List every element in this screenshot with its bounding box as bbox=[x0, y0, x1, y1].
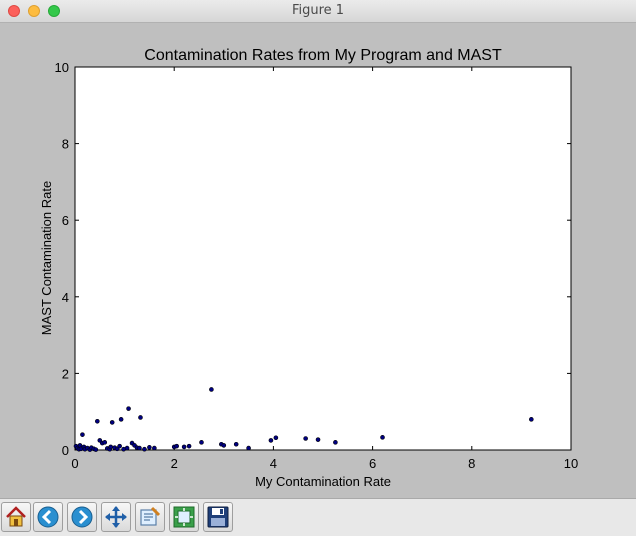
y-tick-label: 0 bbox=[62, 443, 69, 458]
axes-frame bbox=[74, 66, 572, 451]
scatter-point bbox=[273, 435, 279, 441]
scatter-point bbox=[80, 432, 85, 437]
scatter-point bbox=[117, 443, 122, 449]
scatter-point bbox=[303, 436, 308, 441]
subplots-button[interactable] bbox=[169, 502, 199, 532]
y-axis-label: MAST Contamination Rate bbox=[39, 181, 54, 335]
x-axis-label: My Contamination Rate bbox=[255, 474, 391, 489]
x-tick-label: 0 bbox=[71, 456, 78, 471]
scatter-point bbox=[268, 438, 274, 443]
scatter-point bbox=[181, 444, 187, 450]
y-tick-label: 4 bbox=[62, 290, 69, 305]
scatter-point bbox=[109, 420, 115, 425]
y-tick-label: 10 bbox=[55, 60, 69, 75]
scatter-point bbox=[152, 445, 157, 451]
scatter-point bbox=[209, 387, 214, 392]
scatter-point bbox=[137, 445, 142, 451]
close-window-button[interactable] bbox=[8, 5, 20, 17]
x-tick-label: 6 bbox=[369, 456, 376, 471]
home-button[interactable] bbox=[1, 502, 31, 532]
scatter-point bbox=[95, 418, 100, 424]
scatter-point bbox=[138, 415, 143, 420]
back-icon bbox=[37, 506, 59, 528]
window-title: Figure 1 bbox=[291, 3, 345, 18]
y-tick-label: 2 bbox=[62, 366, 69, 381]
save-button[interactable] bbox=[203, 502, 233, 532]
scatter-points bbox=[73, 387, 534, 452]
scatter-point bbox=[124, 445, 130, 451]
scatter-point bbox=[174, 443, 179, 449]
forward-icon bbox=[71, 506, 93, 528]
scatter-point bbox=[246, 445, 251, 451]
minimize-window-button[interactable] bbox=[28, 5, 40, 17]
home-icon bbox=[6, 506, 26, 527]
scatter-point bbox=[186, 443, 192, 449]
scatter-point bbox=[221, 443, 227, 448]
x-tick-label: 8 bbox=[468, 456, 475, 471]
zoom-rect-icon bbox=[140, 506, 161, 526]
zoom-rect-button[interactable] bbox=[135, 502, 165, 532]
back-button[interactable] bbox=[33, 502, 63, 532]
scatter-point bbox=[108, 444, 114, 450]
scatter-point bbox=[102, 440, 108, 445]
x-tick-label: 10 bbox=[564, 456, 578, 471]
scatter-point bbox=[529, 417, 534, 422]
y-tick-label: 8 bbox=[62, 137, 69, 152]
toolbar bbox=[0, 498, 636, 536]
scatter-point bbox=[315, 437, 321, 442]
scatter-point bbox=[380, 435, 385, 440]
scatter-point bbox=[199, 440, 204, 445]
scatter-point bbox=[147, 445, 152, 450]
scatter-point bbox=[126, 406, 131, 411]
y-tick-label: 6 bbox=[62, 213, 69, 228]
title-bar[interactable]: Figure 1 bbox=[0, 0, 636, 23]
x-tick-label: 2 bbox=[171, 456, 178, 471]
x-tick-label: 4 bbox=[270, 456, 277, 471]
maximize-window-button[interactable] bbox=[48, 5, 60, 17]
subplots-icon bbox=[173, 506, 195, 528]
figure-canvas: Contamination Rates from My Program and … bbox=[0, 23, 636, 498]
scatter-point bbox=[93, 447, 99, 452]
scatter-point bbox=[233, 441, 239, 447]
pan-icon bbox=[105, 506, 127, 528]
chart-title: Contamination Rates from My Program and … bbox=[144, 47, 502, 64]
scatter-point bbox=[333, 440, 338, 445]
scatter-point bbox=[118, 417, 124, 422]
scatter-point bbox=[142, 446, 147, 452]
forward-button[interactable] bbox=[67, 502, 97, 532]
pan-button[interactable] bbox=[101, 502, 131, 532]
save-icon bbox=[207, 506, 229, 528]
